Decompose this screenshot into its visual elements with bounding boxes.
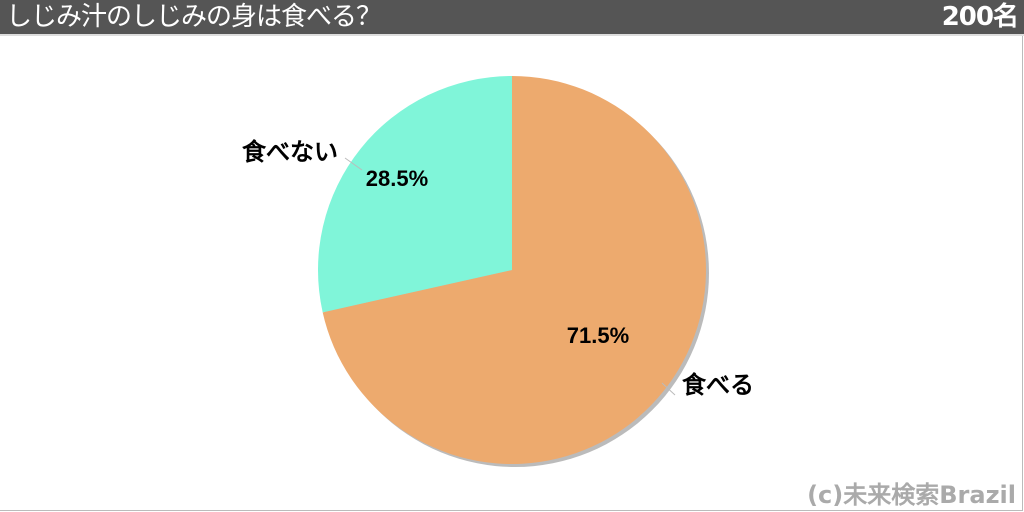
slice-value-label: 28.5% (366, 166, 428, 191)
credit-watermark: (c)未来検索Brazil (807, 481, 1016, 509)
chart-frame (0, 36, 1023, 511)
pie-slice-not-eat (318, 76, 512, 313)
slice-category-label: 食べる (682, 371, 754, 399)
slice-value-label: 71.5% (567, 323, 629, 348)
pie-slice-eat (322, 76, 706, 464)
slice-category-label: 食べない (242, 138, 338, 166)
leader-line (344, 157, 363, 171)
chart-title: しじみ汁のしじみの身は食べる？ (6, 2, 382, 32)
respondent-count: 200名 (941, 2, 1019, 32)
title-bar: しじみ汁のしじみの身は食べる？ 200名 (0, 0, 1024, 36)
leader-line (661, 382, 676, 396)
